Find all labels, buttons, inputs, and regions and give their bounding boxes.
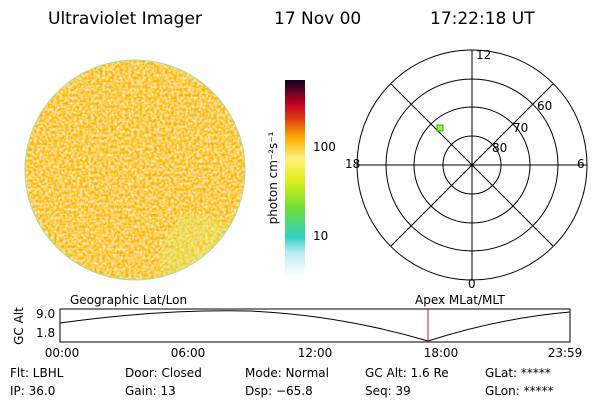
disk-edge	[24, 59, 246, 281]
time-tick: 23:59	[548, 346, 583, 360]
info-field: Gain: 13	[125, 384, 176, 398]
lat-label: 80	[492, 141, 507, 155]
info-field: GLat: *****	[485, 366, 551, 380]
colorbar-tick: 10	[313, 229, 328, 243]
info-field: Door: Closed	[125, 366, 202, 380]
info-field: Mode: Normal	[245, 366, 329, 380]
colorbar	[285, 80, 305, 276]
polar-grid	[356, 49, 588, 281]
time: 17:22:18 UT	[430, 9, 535, 29]
alt-tick: 1.8	[36, 326, 55, 340]
marker	[436, 124, 444, 132]
time-tick: 12:00	[298, 346, 333, 360]
alt-y-label: GC Alt	[12, 307, 26, 345]
info-panel: Flt: LBHL Door: Closed Mode: Normal GC Alt:…	[10, 366, 554, 398]
alt-left-title: Geographic Lat/Lon	[70, 293, 187, 307]
hour-label: 18	[345, 157, 360, 171]
info-field: GC Alt: 1.6 Re	[365, 366, 449, 380]
lat-label: 60	[537, 99, 552, 113]
info-field: Dsp: −65.8	[245, 384, 313, 398]
colorbar-tick: 100	[313, 140, 336, 154]
date: 17 Nov 00	[274, 9, 361, 29]
time-tick: 00:00	[45, 346, 80, 360]
time-tick: 06:00	[171, 346, 206, 360]
hour-label: 12	[476, 48, 491, 62]
info-field: Seq: 39	[365, 384, 411, 398]
alt-curve	[59, 310, 571, 342]
instrument: Ultraviolet Imager	[48, 9, 202, 29]
time-tick: 18:00	[424, 346, 459, 360]
lat-label: 70	[513, 121, 528, 135]
alt-right-title: Apex MLat/MLT	[415, 293, 505, 307]
hour-label: 0	[468, 277, 476, 291]
hour-label: 6	[577, 157, 585, 171]
colorbar-label: photon cm⁻²s⁻¹	[266, 131, 280, 224]
info-field: IP: 36.0	[10, 384, 55, 398]
info-field: Flt: LBHL	[10, 366, 64, 380]
alt-frame	[59, 308, 571, 343]
alt-tick: 9.0	[36, 307, 55, 321]
info-field: GLon: *****	[485, 384, 554, 398]
